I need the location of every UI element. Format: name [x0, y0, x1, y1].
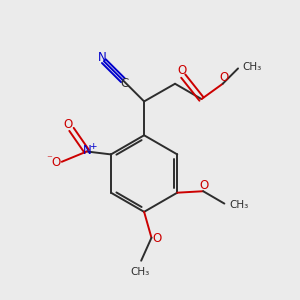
Text: CH₃: CH₃: [242, 62, 262, 72]
Text: CH₃: CH₃: [230, 200, 249, 210]
Text: O: O: [200, 179, 209, 192]
Text: O: O: [52, 156, 61, 169]
Text: CH₃: CH₃: [130, 267, 149, 277]
Text: O: O: [153, 232, 162, 245]
Text: O: O: [219, 71, 229, 84]
Text: N: N: [83, 143, 92, 157]
Text: C: C: [120, 77, 128, 90]
Text: +: +: [89, 142, 97, 151]
Text: O: O: [177, 64, 186, 77]
Text: O: O: [63, 118, 73, 131]
Text: N: N: [98, 51, 107, 64]
Text: ⁻: ⁻: [46, 154, 52, 164]
